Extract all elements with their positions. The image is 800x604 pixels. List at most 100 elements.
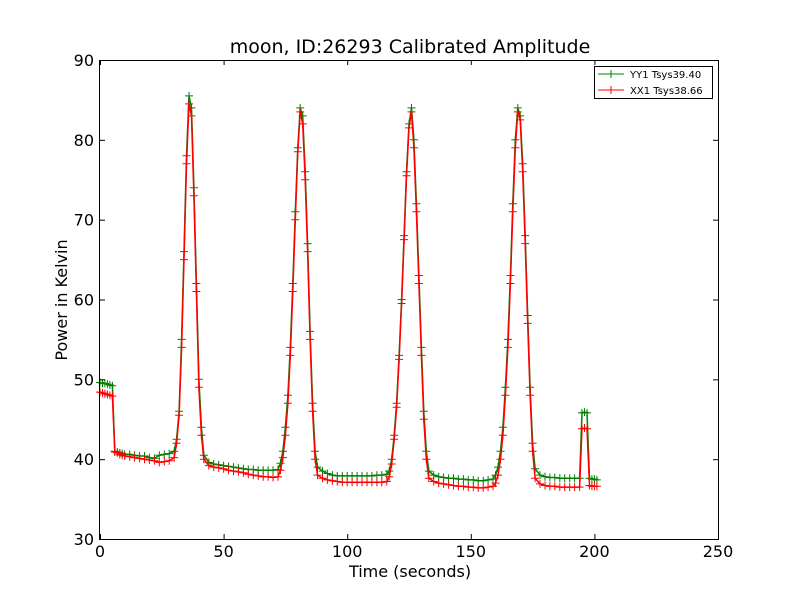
- data-point: [313, 463, 322, 472]
- data-point: [439, 479, 448, 488]
- data-point: [390, 435, 399, 444]
- data-point: [197, 431, 206, 440]
- data-point: [333, 477, 342, 486]
- y-tick-label: 70: [74, 211, 94, 230]
- data-point: [528, 447, 537, 456]
- data-point: [405, 123, 413, 132]
- data-point: [385, 472, 394, 481]
- data-point: [229, 467, 238, 476]
- data-point: [145, 456, 154, 464]
- data-point: [444, 480, 453, 489]
- legend-entry-xx1: XX1 Tsys38.66: [598, 86, 703, 97]
- data-point: [459, 482, 468, 491]
- data-point: [494, 471, 502, 480]
- data-point: [125, 452, 134, 461]
- x-axis-label: Time (seconds): [348, 562, 471, 581]
- data-point: [244, 470, 253, 479]
- series-layer: [96, 91, 601, 492]
- data-point: [318, 467, 327, 476]
- data-point: [409, 143, 418, 152]
- x-tick-label: 0: [95, 542, 105, 561]
- data-point: [192, 287, 201, 296]
- data-point: [541, 481, 549, 490]
- data-point: [412, 207, 421, 216]
- data-point: [449, 474, 458, 483]
- data-point: [318, 474, 327, 483]
- data-point: [479, 483, 488, 492]
- data-point: [108, 392, 117, 401]
- data-point: [541, 472, 549, 481]
- data-point: [498, 431, 507, 440]
- data-point: [303, 247, 312, 256]
- data-point: [177, 343, 186, 352]
- data-point: [155, 451, 164, 460]
- data-point: [172, 439, 181, 448]
- y-tick-label: 40: [74, 450, 94, 469]
- plot-frame: [99, 60, 719, 540]
- data-point: [377, 471, 386, 480]
- data-point: [165, 449, 174, 458]
- data-point: [293, 147, 302, 156]
- x-tick-label: 250: [703, 542, 734, 561]
- data-point: [311, 455, 320, 464]
- data-point: [592, 482, 601, 491]
- data-point: [536, 471, 544, 480]
- data-point: [276, 459, 285, 468]
- data-point: [518, 167, 527, 176]
- data-point: [175, 411, 184, 420]
- data-point: [536, 479, 544, 488]
- data-point: [459, 475, 468, 484]
- data-point: [214, 463, 223, 472]
- y-axis: 30 40 50 60 70 80 90: [74, 51, 718, 549]
- data-point: [296, 107, 305, 116]
- data-point: [185, 91, 193, 100]
- chart-title: moon, ID:26293 Calibrated Amplitude: [230, 36, 591, 58]
- data-point: [160, 457, 169, 466]
- data-point: [523, 319, 532, 328]
- y-tick-label: 90: [74, 51, 94, 70]
- data-point: [291, 215, 300, 224]
- data-point: [550, 473, 559, 482]
- data-point: [281, 431, 290, 440]
- data-point: [274, 472, 282, 481]
- series-1: [96, 99, 601, 492]
- x-tick-label: 100: [332, 542, 363, 561]
- data-point: [170, 453, 179, 462]
- legend-label-yy1: YY1 Tsys39.40: [629, 70, 701, 81]
- legend-marker-yy1: [607, 70, 615, 78]
- y-axis-label: Power in Kelvin: [52, 239, 71, 360]
- data-point: [479, 476, 488, 485]
- data-point: [424, 474, 433, 483]
- data-point: [377, 478, 386, 487]
- y-tick-label: 60: [74, 291, 94, 310]
- legend-label-xx1: XX1 Tsys38.66: [630, 86, 703, 97]
- data-point: [550, 482, 559, 491]
- data-point: [484, 475, 493, 484]
- data-point: [526, 391, 535, 400]
- data-point: [422, 455, 431, 464]
- data-point: [400, 235, 409, 244]
- data-point: [583, 424, 591, 433]
- data-point: [185, 99, 193, 108]
- data-point: [224, 466, 233, 475]
- data-point: [496, 455, 505, 464]
- data-point: [130, 453, 139, 462]
- data-point: [140, 455, 149, 464]
- y-tick-label: 30: [74, 530, 94, 549]
- data-point: [308, 407, 317, 416]
- data-point: [508, 207, 517, 216]
- data-point: [298, 119, 307, 128]
- data-point: [583, 408, 591, 417]
- data-point: [150, 456, 159, 465]
- data-point: [219, 464, 228, 473]
- data-point: [189, 191, 198, 200]
- data-point: [429, 477, 438, 486]
- x-tick-label: 50: [213, 542, 233, 561]
- data-point: [434, 479, 443, 488]
- data-point: [491, 479, 500, 488]
- data-point: [511, 143, 520, 152]
- data-point: [209, 463, 218, 472]
- legend-entry-yy1: YY1 Tsys39.40: [598, 70, 701, 81]
- data-point: [503, 343, 512, 352]
